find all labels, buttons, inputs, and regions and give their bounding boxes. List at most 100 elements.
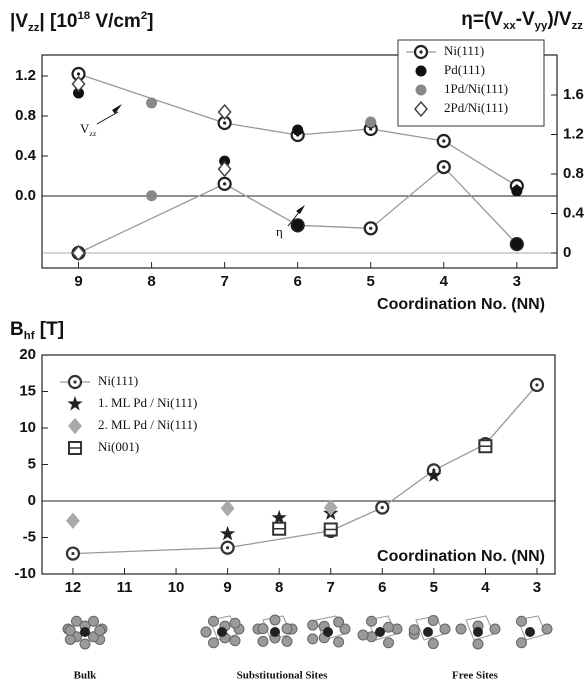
cluster-atom <box>408 624 420 636</box>
legend-marker <box>67 396 83 411</box>
marker-dot <box>223 121 227 125</box>
cluster-atom <box>383 621 394 633</box>
cluster-center <box>217 627 227 637</box>
data-point <box>220 540 235 555</box>
cluster-center <box>525 627 535 637</box>
y2-tick-label: 1.6 <box>563 86 584 103</box>
caption: Substitutional Sites <box>237 670 328 682</box>
marker <box>292 124 304 136</box>
text-part: -V <box>516 9 535 30</box>
y-tick-label: 15 <box>19 382 36 399</box>
text-part: xx <box>503 20 516 32</box>
cluster-atom <box>307 619 319 631</box>
cluster-atom <box>71 615 82 627</box>
data-point <box>436 133 451 149</box>
caption: Free Sites <box>452 670 499 682</box>
cluster-atom <box>257 623 269 635</box>
data-point <box>323 522 338 537</box>
data-point <box>363 221 378 236</box>
text-part: V <box>80 121 90 136</box>
cluster-atom <box>427 614 439 626</box>
cluster-atom <box>489 623 501 635</box>
annotation-arrow <box>287 210 301 227</box>
marker <box>511 185 523 197</box>
cluster-atom <box>339 623 351 635</box>
y-axis-title: Bhf [T] <box>10 319 64 342</box>
marker-dot <box>442 165 446 169</box>
y-tick-label: -5 <box>23 528 36 545</box>
marker <box>414 100 428 118</box>
marker <box>415 65 427 77</box>
data-point <box>292 219 304 231</box>
y-axis-title: |Vzz| [1018 V/cm2] <box>10 10 154 34</box>
text-part: |V <box>10 11 28 32</box>
cluster-atom <box>94 625 106 636</box>
x-tick-label: 6 <box>294 273 302 290</box>
marker <box>146 190 158 202</box>
marker-dot <box>71 551 75 556</box>
legend-label: Pd(111) <box>444 62 485 77</box>
x-tick-label: 3 <box>533 579 541 596</box>
cluster-atom <box>333 636 345 648</box>
legend-marker <box>415 84 427 96</box>
cluster-atom <box>366 615 377 627</box>
marker <box>71 244 86 262</box>
text-part: [T] <box>35 319 65 340</box>
annotation-arrow <box>96 111 119 125</box>
y2-axis-title: η=(Vxx-Vyy)/Vzz <box>461 9 583 32</box>
x-tick-label: 5 <box>430 579 438 596</box>
data-point <box>375 500 390 515</box>
x-axis-title: Coordination No. (NN) <box>377 296 545 313</box>
data-point <box>217 103 232 121</box>
cluster-atom <box>516 615 527 627</box>
x-tick-label: 11 <box>117 579 133 596</box>
annotation: Vzz <box>80 121 97 138</box>
data-point <box>220 525 236 541</box>
marker <box>271 509 287 525</box>
cluster-atom <box>333 616 345 628</box>
legend-marker <box>68 417 82 435</box>
cluster-atom <box>257 635 269 647</box>
cluster-center <box>323 627 333 637</box>
data-point <box>511 185 523 197</box>
x-tick-label: 9 <box>223 579 231 596</box>
text-part: 2 <box>141 10 147 22</box>
text-part: η <box>276 224 283 239</box>
legend-label: 1. ML Pd / Ni(111) <box>98 395 197 410</box>
data-point <box>146 97 158 109</box>
legend-label: 2. ML Pd / Ni(111) <box>98 417 197 432</box>
series-line <box>78 73 518 187</box>
data-point <box>146 190 158 202</box>
y-tick-label: 0.4 <box>15 147 37 164</box>
text-part: η=(V <box>461 9 503 30</box>
cluster-center <box>473 627 483 637</box>
marker-dot <box>380 505 384 510</box>
text-part: | [10 <box>39 11 77 32</box>
text-part: 18 <box>77 10 90 22</box>
y-tick-label: 5 <box>28 455 36 472</box>
marker-dot <box>442 139 446 143</box>
marker <box>426 467 442 482</box>
marker-dot <box>73 380 77 384</box>
data-point <box>220 500 235 517</box>
data-point <box>65 546 81 561</box>
text-part: V/cm <box>90 11 141 32</box>
legend-marker <box>68 441 82 455</box>
legend-marker <box>415 65 427 77</box>
series-line <box>78 166 518 254</box>
data-point <box>71 75 86 93</box>
annotation-arrowhead <box>112 104 122 114</box>
cluster-center <box>375 627 385 637</box>
data-point <box>365 116 377 128</box>
cluster-atom <box>281 623 293 635</box>
y2-tick-label: 1.2 <box>563 125 584 142</box>
cluster-images <box>62 614 553 650</box>
data-point <box>272 521 287 536</box>
marker <box>71 75 86 93</box>
x-tick-label: 4 <box>440 273 449 290</box>
cluster-atom <box>472 638 484 650</box>
marker-dot <box>419 50 423 54</box>
y2-tick-label: 0.8 <box>563 165 584 182</box>
cluster-atom <box>208 615 219 627</box>
